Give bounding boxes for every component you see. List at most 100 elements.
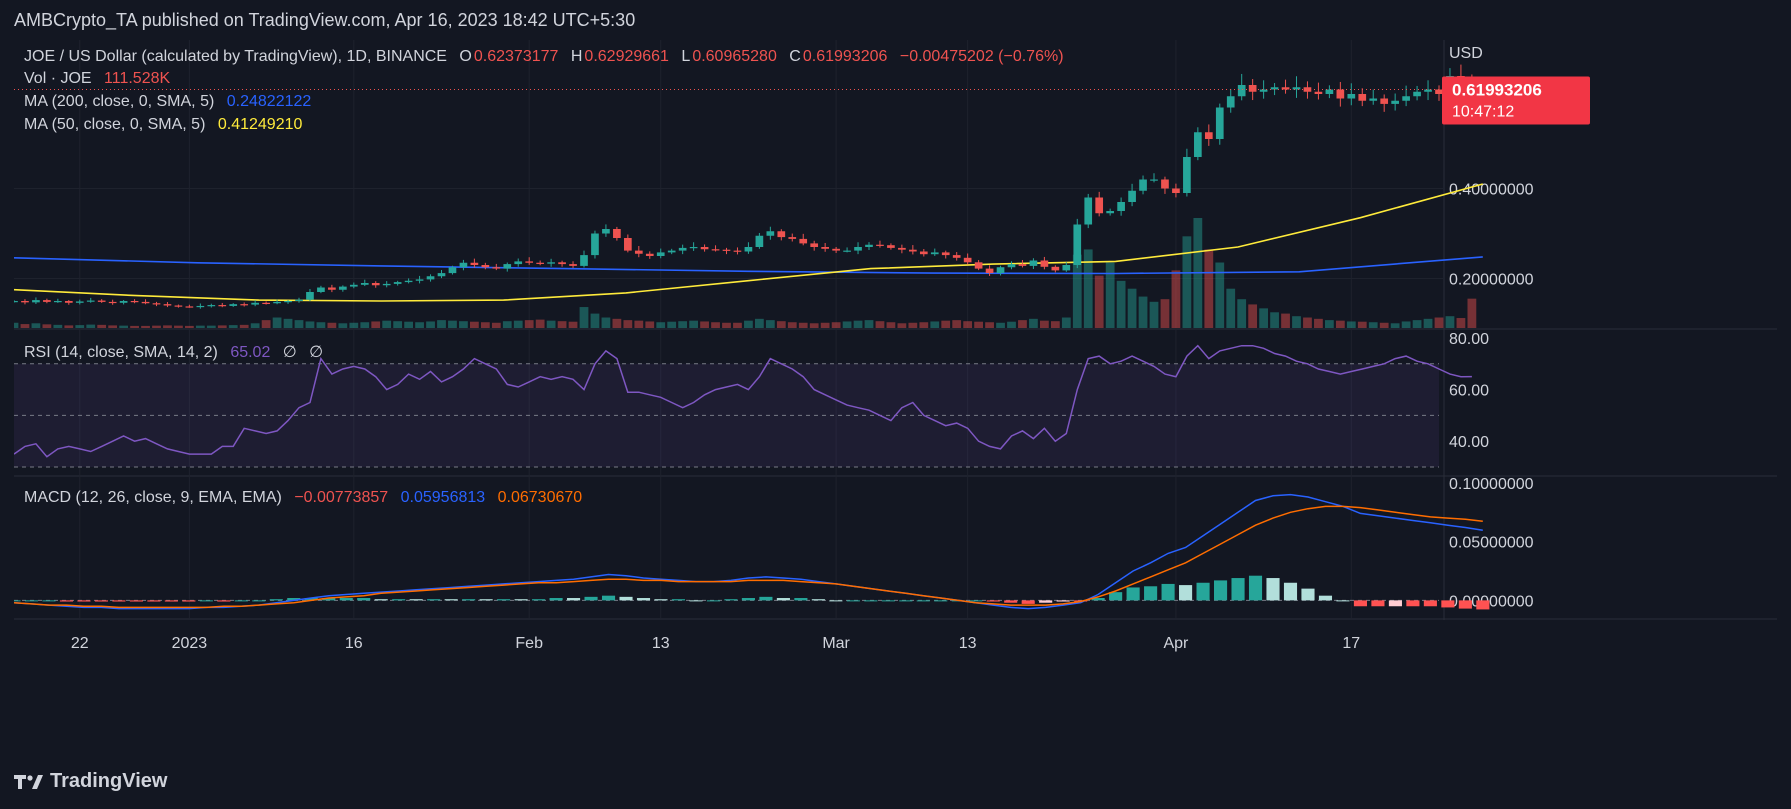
macd-histogram-bar xyxy=(1318,595,1333,601)
volume-bar xyxy=(1467,298,1477,328)
chart-svg[interactable]: 0.40000000 0.20000000 USD 0.61993206 10:47:1… xyxy=(7,40,1777,757)
macd-histogram-bar xyxy=(1126,587,1140,601)
candle-body xyxy=(240,304,249,306)
candle-body xyxy=(1029,260,1038,266)
volume-bar xyxy=(163,325,172,328)
volume-bar xyxy=(1171,270,1181,328)
candle-body xyxy=(1095,197,1104,214)
candle-body xyxy=(306,292,314,300)
volume-bar xyxy=(886,322,896,328)
volume-bar xyxy=(404,321,413,328)
candle-body xyxy=(54,301,62,303)
volume-bar xyxy=(535,319,545,328)
last-price-text: 0.61993206 xyxy=(1452,81,1542,100)
volume-bar xyxy=(1204,249,1214,328)
macd-histogram-bar xyxy=(1371,600,1385,607)
macd-histogram-bar xyxy=(1476,600,1490,610)
volume-bar xyxy=(393,321,403,328)
volume-bar xyxy=(1423,318,1433,328)
open-value: 0.62373177 xyxy=(473,48,559,65)
candle-body xyxy=(86,300,95,302)
volume-bar xyxy=(1445,316,1455,328)
ma200-value: 0.24822122 xyxy=(226,93,312,110)
close-value: 0.61993206 xyxy=(802,48,888,65)
candle-body xyxy=(634,250,643,254)
volume-bar xyxy=(53,324,63,328)
volume-bar xyxy=(1281,313,1290,328)
candle-body xyxy=(119,301,128,303)
candle-body xyxy=(317,287,325,292)
macd-histogram-bar xyxy=(374,599,388,601)
volume-bar xyxy=(656,322,666,328)
volume-bar xyxy=(1116,280,1126,328)
volume-bar xyxy=(1094,275,1104,328)
volume-bar xyxy=(1018,320,1027,328)
macd-histogram-bar xyxy=(269,599,283,601)
volume-bar xyxy=(755,318,764,328)
candle-body xyxy=(1194,132,1202,157)
volume-bar xyxy=(1160,299,1170,328)
candle-body xyxy=(645,253,654,256)
volume-bar xyxy=(294,320,304,328)
candle-body xyxy=(941,252,950,256)
candle-body xyxy=(1040,260,1049,267)
volume-bar xyxy=(1379,322,1389,328)
candle-body xyxy=(1226,96,1235,108)
volume-bar xyxy=(700,321,709,328)
candle-body xyxy=(470,262,479,265)
volume-bar xyxy=(97,324,107,328)
candle-body xyxy=(415,279,424,281)
candle-body xyxy=(1117,202,1125,211)
macd-histogram-bar xyxy=(899,600,913,602)
volume-bar xyxy=(130,325,139,328)
macd-histogram-bar xyxy=(567,598,581,601)
volume-bar xyxy=(415,322,424,328)
main-legend: JOE / US Dollar (calculated by TradingVi… xyxy=(24,48,1066,66)
candle-body xyxy=(1259,89,1268,92)
candle-body xyxy=(580,255,588,266)
volume-bar xyxy=(1248,304,1258,328)
volume-bar xyxy=(809,323,819,328)
volume-bar xyxy=(744,320,753,328)
macd-histogram-bar xyxy=(532,599,546,601)
candle-body xyxy=(448,267,457,274)
macd-tick-0: 0.10000000 xyxy=(1449,476,1534,493)
macd-histogram-bar xyxy=(409,599,423,601)
candle-body xyxy=(1424,89,1432,92)
candle-body xyxy=(909,249,917,252)
low-label: L xyxy=(681,48,691,65)
candle-body xyxy=(1150,179,1158,181)
ma200-legend: MA (200, close, 0, SMA, 5) 0.24822122 xyxy=(24,93,313,111)
volume-bar xyxy=(75,325,85,328)
volume-bar xyxy=(152,325,161,328)
volume-bar xyxy=(470,321,479,328)
volume-bar xyxy=(20,324,30,328)
volume-bar xyxy=(952,320,962,328)
volume-bar xyxy=(524,320,534,328)
candle-body xyxy=(547,262,555,264)
volume-bar xyxy=(842,321,852,328)
macd-histogram-bar xyxy=(1301,588,1315,601)
macd-histogram-bar xyxy=(829,600,843,602)
macd-tick-1: 0.05000000 xyxy=(1449,535,1534,552)
volume-bar xyxy=(86,324,96,328)
volume-bar xyxy=(1434,317,1444,328)
volume-bar xyxy=(875,321,885,328)
volume-bar xyxy=(776,321,786,328)
change-value: −0.00475202 (−0.76%) xyxy=(899,48,1064,65)
candle-body xyxy=(1007,264,1016,268)
ma200-label: MA (200, close, 0, SMA, 5) xyxy=(24,93,215,110)
macd-histogram-bar xyxy=(287,598,301,601)
candle-body xyxy=(207,305,216,307)
candle-body xyxy=(152,303,161,305)
candle-body xyxy=(821,247,829,249)
tradingview-brand[interactable]: TradingView xyxy=(14,770,167,793)
volume-bar xyxy=(1335,320,1345,328)
volume-bar xyxy=(360,322,370,328)
candle-body xyxy=(43,300,51,302)
candle-body xyxy=(898,247,906,250)
macd-histogram-bar xyxy=(1336,600,1350,602)
candle-body xyxy=(689,247,698,249)
chart-area[interactable]: 0.40000000 0.20000000 USD 0.61993206 10:47:1… xyxy=(7,40,1777,757)
candle-body xyxy=(339,286,347,290)
